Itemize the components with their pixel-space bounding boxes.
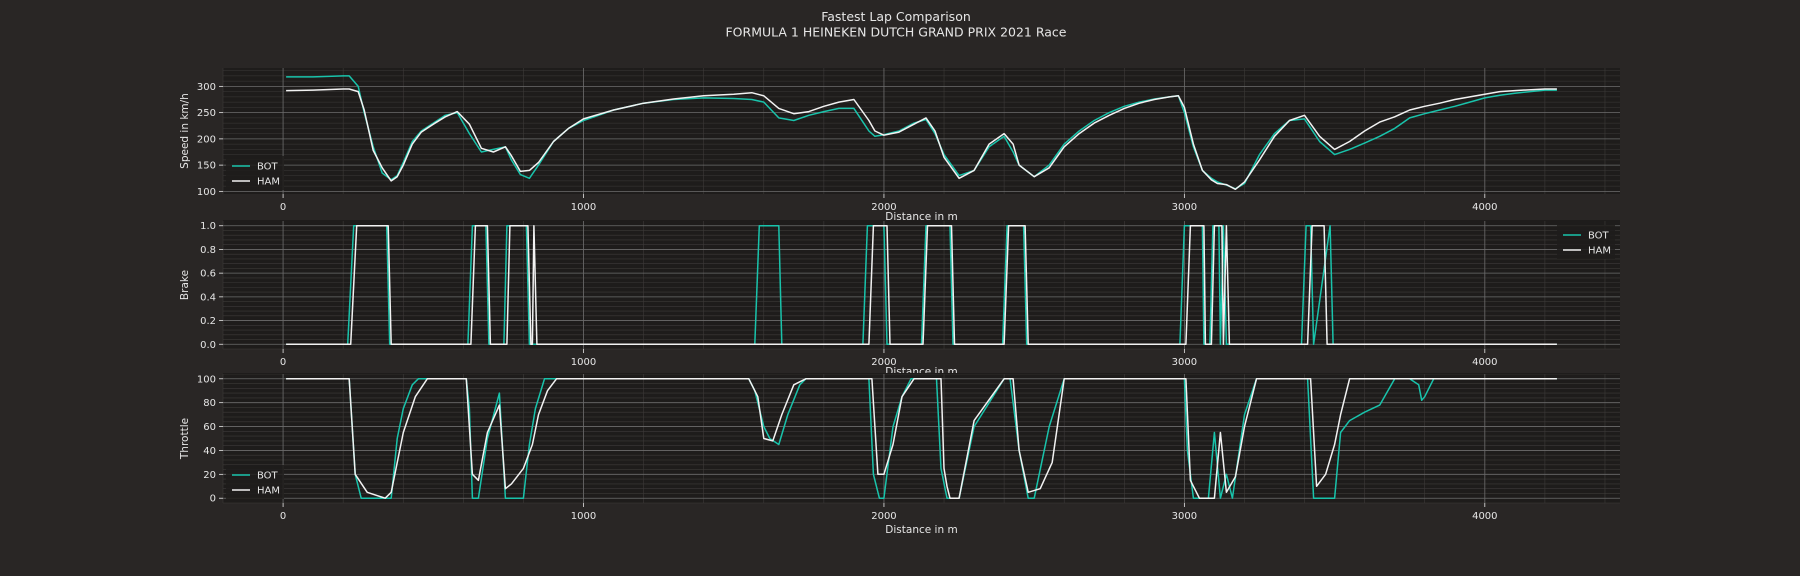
brake-ytick-label: 1.0: [200, 221, 216, 232]
speed-ytick-label: 250: [197, 108, 216, 119]
throttle-legend-label-ham: HAM: [257, 486, 280, 497]
throttle-ytick-label: 0: [210, 494, 216, 505]
speed-ytick-label: 200: [197, 134, 216, 145]
brake-xtick-label: 2000: [871, 357, 896, 368]
brake-ylabel: Brake: [179, 270, 191, 300]
throttle-ytick-label: 80: [203, 398, 216, 409]
brake-xtick-label: 1000: [571, 357, 596, 368]
throttle-xtick-label: 3000: [1172, 511, 1197, 522]
brake-xtick-label: 0: [280, 357, 286, 368]
brake-line-ham: [286, 224, 1557, 346]
speed-ytick-label: 300: [197, 82, 216, 93]
throttle-ytick-label: 40: [203, 446, 216, 457]
speed-panel: 0 1000 2000 3000 4000100150200250300Distance…: [179, 68, 1620, 223]
throttle-plot-area: [223, 374, 1620, 503]
throttle-ytick-label: 20: [203, 470, 216, 481]
throttle-xlabel: Distance in m: [885, 524, 957, 536]
brake-ytick-label: 0.4: [200, 292, 216, 303]
speed-plot-area: [223, 68, 1620, 194]
brake-panel: 0 1000 2000 3000 40000.00.20.40.60.81.0Dista…: [179, 221, 1620, 378]
speed-xtick-label: 2000: [871, 202, 896, 213]
brake-ytick-label: 0.6: [200, 269, 216, 280]
speed-ylabel: Speed in km/h: [179, 93, 191, 169]
throttle-legend-label-bot: BOT: [257, 471, 279, 482]
throttle-ytick-label: 100: [197, 374, 216, 385]
throttle-legend-box: [226, 465, 284, 499]
brake-legend-label-ham: HAM: [1588, 246, 1611, 257]
brake-legend-box: [1557, 225, 1615, 259]
speed-line-ham: [286, 88, 1557, 191]
brake-ytick-label: 0.2: [200, 316, 216, 327]
speed-legend-label-bot: BOT: [257, 162, 279, 173]
throttle-panel: 0 1000 2000 3000 4000 0 20 40 60 80 100 Distance in…: [179, 373, 1620, 536]
throttle-xtick-label: 0: [280, 511, 286, 522]
panel-1-top-edge: [223, 220, 1620, 221]
throttle-xtick-label: 4000: [1472, 511, 1497, 522]
throttle-xtick-label: 1000: [571, 511, 596, 522]
brake-xtick-label: 3000: [1172, 357, 1197, 368]
throttle-line-ham: [286, 378, 1557, 499]
speed-xtick-label: 4000: [1472, 202, 1497, 213]
figure-title: Fastest Lap Comparison: [821, 9, 971, 24]
speed-line-bot: [286, 75, 1557, 190]
speed-ytick-label: 150: [197, 161, 216, 172]
panel-2-top-edge: [223, 373, 1620, 374]
throttle-xtick-label: 2000: [871, 511, 896, 522]
speed-legend-box: [226, 156, 284, 190]
throttle-ytick-label: 60: [203, 422, 216, 433]
speed-ytick-label: 100: [197, 187, 216, 198]
throttle-ylabel: Throttle: [179, 418, 191, 460]
brake-ytick-label: 0.8: [200, 245, 216, 256]
speed-xtick-label: 0: [280, 202, 286, 213]
throttle-legend: BOT HAM: [226, 465, 284, 499]
brake-legend: BOT HAM: [1557, 225, 1615, 259]
brake-legend-label-bot: BOT: [1588, 231, 1610, 242]
brake-xtick-label: 4000: [1472, 357, 1497, 368]
speed-xtick-label: 3000: [1172, 202, 1197, 213]
speed-xtick-label: 1000: [571, 202, 596, 213]
brake-ytick-label: 0.0: [200, 340, 216, 351]
speed-legend-label-ham: HAM: [257, 177, 280, 188]
speed-legend: BOT HAM: [226, 156, 284, 190]
figure-subtitle: FORMULA 1 HEINEKEN DUTCH GRAND PRIX 2021…: [725, 25, 1066, 40]
